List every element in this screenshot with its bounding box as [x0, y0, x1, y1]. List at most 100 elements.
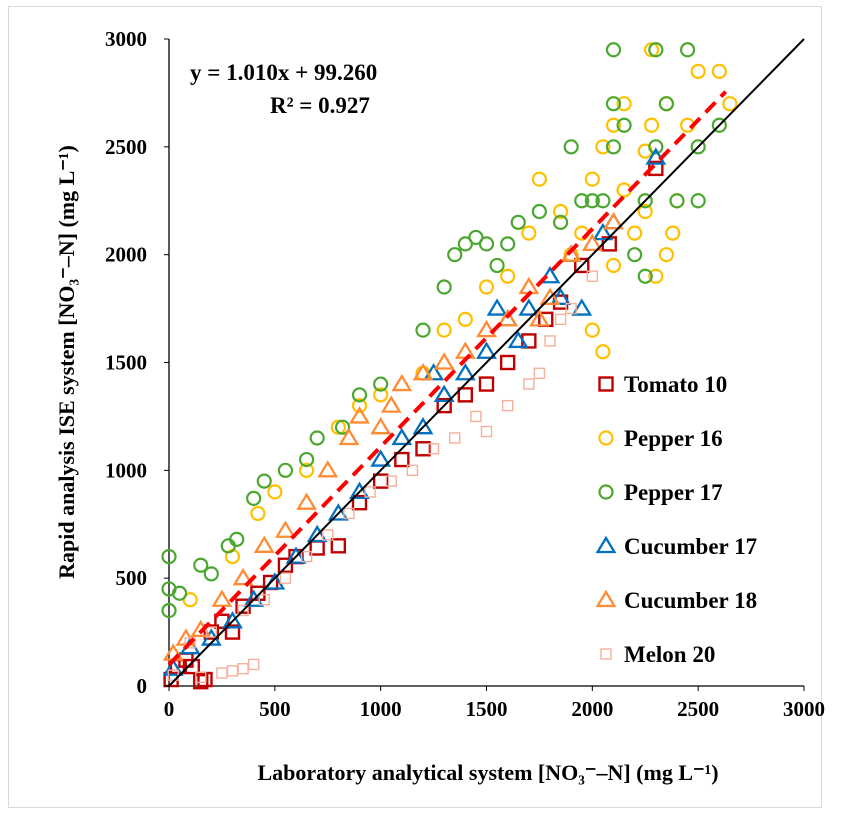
point-cucumber-17: [391, 427, 413, 446]
point-cucumber-18: [317, 460, 339, 478]
legend-item-cucumber-17: Cucumber 17: [595, 534, 757, 559]
point-pepper-17: [478, 236, 495, 252]
point-melon-20: [544, 335, 556, 347]
point-pepper-17: [193, 557, 209, 573]
point-cucumber-17: [486, 298, 508, 316]
point-cucumber-17: [518, 298, 540, 316]
y-tick-label: 2500: [105, 135, 147, 159]
point-cucumber-18: [253, 535, 275, 553]
point-pepper-17: [531, 203, 548, 220]
legend-marker-tomato-10: [598, 376, 614, 392]
point-pepper-17: [627, 247, 643, 263]
point-pepper-17: [690, 193, 706, 209]
point-cucumber-17: [306, 524, 328, 543]
legend-item-melon-20: Melon 20: [600, 642, 715, 667]
point-pepper-16: [250, 505, 266, 522]
point-melon-20: [586, 270, 599, 282]
point-melon-20: [533, 367, 546, 379]
point-melon-20: [501, 399, 514, 412]
point-pepper-16: [436, 322, 452, 338]
point-cucumber-17: [327, 503, 349, 521]
point-pepper-17: [447, 247, 463, 263]
point-cucumber-17: [162, 658, 184, 676]
point-pepper-16: [457, 311, 473, 327]
y-tick-label: 1500: [105, 351, 147, 375]
point-cucumber-18: [211, 589, 233, 607]
point-cucumber-18: [528, 309, 550, 327]
point-pepper-16: [584, 322, 600, 338]
point-cucumber-17: [222, 611, 243, 629]
point-cucumber-17: [571, 298, 593, 316]
point-melon-20: [554, 313, 567, 326]
point-pepper-16: [658, 247, 675, 263]
y-tick-label: 500: [116, 566, 148, 590]
y-axis-label: Rapid analysis ISE system [NO₃⁻–N] (mg L…: [54, 145, 79, 579]
point-melon-20: [406, 464, 419, 477]
point-melon-20: [322, 529, 334, 541]
x-tick-label: 3000: [783, 697, 825, 721]
point-melon-20: [565, 302, 577, 315]
point-cucumber-17: [507, 330, 529, 349]
point-pepper-16: [330, 419, 346, 435]
point-melon-20: [247, 658, 260, 671]
point-pepper-17: [648, 42, 664, 58]
legend-label-pepper-17: Pepper 17: [624, 480, 723, 505]
point-pepper-17: [256, 473, 272, 489]
point-melon-20: [300, 550, 313, 563]
point-tomato-10: [436, 397, 452, 414]
point-melon-20: [205, 626, 218, 638]
x-tick-label: 1000: [360, 697, 402, 721]
point-pepper-17: [510, 214, 526, 230]
point-melon-20: [184, 637, 196, 649]
point-pepper-16: [552, 203, 569, 220]
point-pepper-17: [637, 268, 653, 284]
point-tomato-10: [394, 451, 410, 468]
point-pepper-16: [648, 268, 664, 284]
point-cucumber-18: [454, 341, 476, 359]
point-tomato-10: [277, 557, 294, 573]
r-squared-label: R² = 0.927: [270, 93, 370, 118]
legend-marker-cucumber-18: [595, 589, 617, 608]
y-tick-label: 2000: [105, 243, 147, 267]
point-pepper-17: [436, 279, 452, 295]
legend-label-melon-20: Melon 20: [624, 642, 715, 667]
point-pepper-16: [722, 96, 738, 112]
point-pepper-16: [267, 484, 283, 500]
point-cucumber-18: [391, 373, 413, 392]
point-cucumber-18: [497, 309, 519, 327]
point-pepper-17: [351, 387, 368, 403]
point-pepper-17: [203, 566, 219, 582]
point-cucumber-17: [476, 341, 497, 359]
point-melon-20: [343, 507, 355, 520]
regression-equation: y = 1.010x + 99.260: [190, 60, 377, 85]
legend-marker-pepper-16: [598, 430, 614, 446]
regression-line: [167, 90, 728, 666]
point-cucumber-17: [285, 546, 307, 564]
point-pepper-17: [277, 462, 294, 478]
point-pepper-16: [627, 225, 643, 241]
point-cucumber-17: [454, 363, 476, 381]
point-cucumber-18: [603, 212, 624, 230]
point-pepper-17: [468, 229, 484, 246]
point-pepper-17: [171, 585, 188, 601]
legend-item-pepper-16: Pepper 16: [598, 426, 723, 451]
point-pepper-17: [605, 139, 622, 155]
point-pepper-16: [521, 225, 537, 241]
point-pepper-16: [595, 344, 611, 360]
point-cucumber-18: [412, 363, 434, 381]
point-pepper-17: [246, 490, 262, 506]
point-tomato-10: [574, 257, 590, 274]
legend-marker-cucumber-17: [595, 535, 617, 554]
point-cucumber-17: [370, 449, 392, 467]
legend-label-cucumber-17: Cucumber 17: [624, 534, 757, 559]
x-tick-label: 500: [259, 697, 291, 721]
point-melon-20: [480, 425, 493, 438]
y-tick-label: 3000: [105, 27, 147, 51]
point-pepper-16: [665, 225, 681, 241]
point-cucumber-17: [550, 287, 572, 305]
series-pepper-17: [161, 42, 727, 619]
point-pepper-17: [373, 376, 389, 392]
point-melon-20: [523, 378, 535, 390]
point-cucumber-17: [412, 416, 434, 435]
point-cucumber-18: [476, 319, 497, 338]
